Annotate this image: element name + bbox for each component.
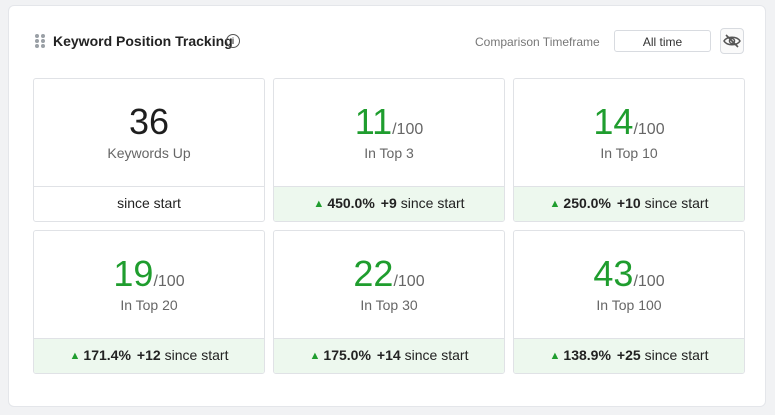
metric-tile-top-20: 19/100 In Top 20 ▲ 171.4% +12 since start bbox=[33, 230, 265, 374]
arrow-up-icon: ▲ bbox=[309, 350, 321, 362]
change-delta: +10 bbox=[616, 195, 641, 211]
arrow-up-icon: ▲ bbox=[549, 198, 561, 210]
metric-denominator: /100 bbox=[633, 121, 665, 138]
metric-tile-keywords-up: 36 Keywords Up since start bbox=[33, 78, 265, 222]
metric-tile-top-3: 11/100 In Top 3 ▲ 450.0% +9 since start bbox=[273, 78, 505, 222]
metric-label: In Top 30 bbox=[360, 297, 418, 313]
since-text: since start bbox=[644, 347, 709, 363]
drag-handle-icon[interactable] bbox=[35, 34, 45, 48]
hide-widget-button[interactable] bbox=[720, 28, 744, 54]
metric-footer: ▲ 175.0% +14 since start bbox=[274, 338, 504, 373]
change-delta: +14 bbox=[376, 347, 401, 363]
metric-denominator: /100 bbox=[392, 121, 424, 138]
eye-off-icon bbox=[723, 34, 741, 48]
timeframe-select[interactable]: All time bbox=[614, 30, 711, 52]
metric-value: 22 bbox=[353, 253, 394, 294]
arrow-up-icon: ▲ bbox=[69, 350, 81, 362]
change-percent: 138.9% bbox=[563, 347, 611, 363]
arrow-up-icon: ▲ bbox=[313, 198, 325, 210]
metric-tile-top-30: 22/100 In Top 30 ▲ 175.0% +14 since start bbox=[273, 230, 505, 374]
metric-label: Keywords Up bbox=[107, 145, 191, 161]
change-delta: +12 bbox=[136, 347, 161, 363]
metric-value: 14 bbox=[593, 101, 634, 142]
metric-label: In Top 10 bbox=[600, 145, 658, 161]
change-delta: +25 bbox=[616, 347, 641, 363]
change-percent: 250.0% bbox=[563, 195, 611, 211]
change-delta: +9 bbox=[380, 195, 397, 211]
metric-value: 36 bbox=[128, 101, 170, 142]
since-text: since start bbox=[117, 195, 181, 211]
since-text: since start bbox=[644, 195, 709, 211]
arrow-up-icon: ▲ bbox=[549, 350, 561, 362]
metric-footer: ▲ 250.0% +10 since start bbox=[514, 186, 744, 221]
metric-footer: ▲ 450.0% +9 since start bbox=[274, 186, 504, 221]
widget-header: Keyword Position Tracking i Comparison T… bbox=[9, 6, 765, 78]
metric-value: 11 bbox=[354, 101, 393, 142]
metric-label: In Top 20 bbox=[120, 297, 178, 313]
metric-footer: ▲ 171.4% +12 since start bbox=[34, 338, 264, 373]
metric-footer: since start bbox=[34, 186, 264, 221]
metric-value: 43 bbox=[593, 253, 634, 294]
metric-value: 19 bbox=[113, 253, 154, 294]
metric-label: In Top 100 bbox=[596, 297, 662, 313]
keyword-position-tracking-widget: Keyword Position Tracking i Comparison T… bbox=[8, 5, 766, 407]
change-percent: 171.4% bbox=[83, 347, 131, 363]
change-percent: 175.0% bbox=[323, 347, 371, 363]
widget-title: Keyword Position Tracking bbox=[53, 33, 233, 49]
metric-denominator: /100 bbox=[633, 273, 665, 290]
since-text: since start bbox=[404, 347, 469, 363]
metric-footer: ▲ 138.9% +25 since start bbox=[514, 338, 744, 373]
metric-denominator: /100 bbox=[153, 273, 185, 290]
metric-label: In Top 3 bbox=[364, 145, 414, 161]
change-percent: 450.0% bbox=[327, 195, 375, 211]
since-text: since start bbox=[164, 347, 229, 363]
info-icon[interactable]: i bbox=[226, 34, 240, 48]
timeframe-label: Comparison Timeframe bbox=[475, 35, 600, 49]
metric-tile-top-10: 14/100 In Top 10 ▲ 250.0% +10 since start bbox=[513, 78, 745, 222]
metric-denominator: /100 bbox=[393, 273, 425, 290]
metric-tile-top-100: 43/100 In Top 100 ▲ 138.9% +25 since start bbox=[513, 230, 745, 374]
since-text: since start bbox=[400, 195, 465, 211]
